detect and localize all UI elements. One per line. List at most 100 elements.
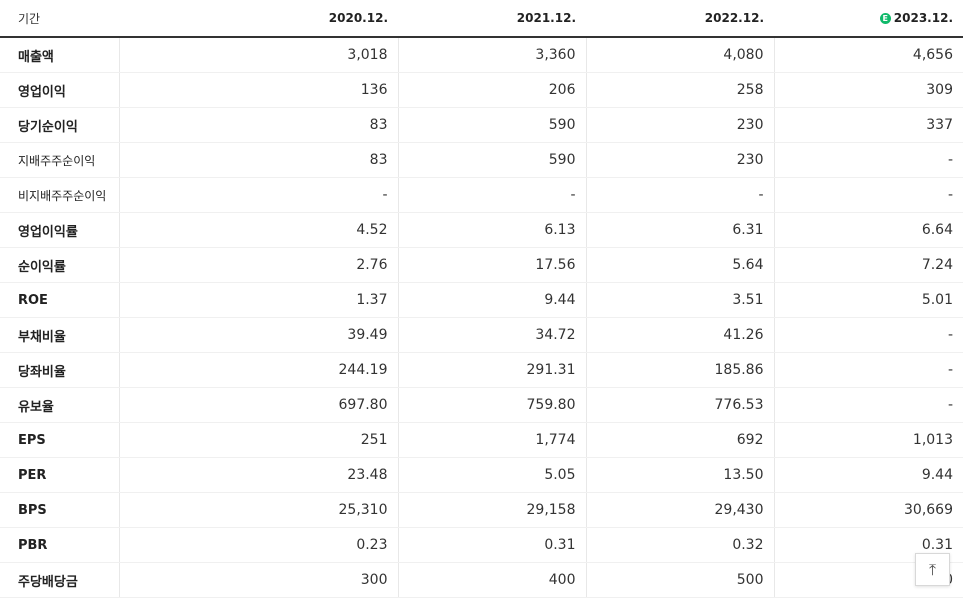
row-label: 부채비율 [0, 317, 119, 353]
row-label: EPS [0, 422, 119, 458]
row-label: 영업이익률 [0, 212, 119, 248]
table-cell: 692 [585, 422, 774, 458]
row-label: 비지배주주순이익 [0, 177, 119, 213]
table-cell: 697.80 [118, 387, 398, 423]
table-cell: 6.64 [773, 212, 963, 248]
table-cell: 0.23 [118, 527, 398, 563]
table-cell: 9.44 [397, 282, 586, 318]
table-cell: 291.31 [397, 352, 586, 388]
table-row-operating-profit: 영업이익 136 206 258 309 [0, 72, 963, 108]
table-row-eps: EPS 251 1,774 692 1,013 [0, 422, 963, 458]
table-cell: 83 [118, 107, 398, 143]
table-cell: 300 [118, 562, 398, 598]
table-cell: 3,018 [118, 37, 398, 73]
table-cell: 3,360 [397, 37, 586, 73]
table-cell: 17.56 [397, 247, 586, 283]
table-cell: 1,774 [397, 422, 586, 458]
table-cell: - [773, 352, 963, 388]
row-label: 당좌비율 [0, 352, 119, 388]
year-header-2022: 2022.12. [586, 0, 774, 38]
table-cell: 4,080 [585, 37, 774, 73]
table-cell: 185.86 [585, 352, 774, 388]
table-cell: 39.49 [118, 317, 398, 353]
table-cell: 251 [118, 422, 398, 458]
table-row-noncontrolling-net-income: 비지배주주순이익 - - - - [0, 177, 963, 213]
table-cell: 136 [118, 72, 398, 108]
table-row-roe: ROE 1.37 9.44 3.51 5.01 [0, 282, 963, 318]
table-cell: 400 [397, 562, 586, 598]
table-row-controlling-net-income: 지배주주순이익 83 590 230 - [0, 142, 963, 178]
table-cell: 0.32 [585, 527, 774, 563]
table-cell: 6.31 [585, 212, 774, 248]
table-cell: 23.48 [118, 457, 398, 493]
table-cell: - [773, 387, 963, 423]
table-cell: 759.80 [397, 387, 586, 423]
table-row-quick-ratio: 당좌비율 244.19 291.31 185.86 - [0, 352, 963, 388]
table-cell: - [773, 142, 963, 178]
table-cell: 83 [118, 142, 398, 178]
table-cell: 206 [397, 72, 586, 108]
year-header-2023-label: 2023.12. [893, 11, 953, 25]
table-cell: 1.37 [118, 282, 398, 318]
table-cell: 6.13 [397, 212, 586, 248]
table-cell: 0.31 [397, 527, 586, 563]
period-header: 기간 [0, 0, 119, 38]
row-label: 지배주주순이익 [0, 142, 119, 178]
table-cell: 4.52 [118, 212, 398, 248]
table-cell: 500 [585, 562, 774, 598]
table-row-dividend-per-share: 주당배당금 300 400 500 0 [0, 562, 963, 598]
table-row-bps: BPS 25,310 29,158 29,430 30,669 [0, 492, 963, 528]
table-row-net-margin: 순이익률 2.76 17.56 5.64 7.24 [0, 247, 963, 283]
table-cell: 13.50 [585, 457, 774, 493]
table-row-operating-margin: 영업이익률 4.52 6.13 6.31 6.64 [0, 212, 963, 248]
table-cell: 5.05 [397, 457, 586, 493]
arrow-up-to-top-icon: ⤒ [928, 559, 937, 579]
table-cell: 5.64 [585, 247, 774, 283]
row-label: 당기순이익 [0, 107, 119, 143]
row-label: 영업이익 [0, 72, 119, 108]
row-label: BPS [0, 492, 119, 528]
table-cell: 41.26 [585, 317, 774, 353]
table-cell: - [397, 177, 586, 213]
table-row-pbr: PBR 0.23 0.31 0.32 0.31 [0, 527, 963, 563]
table-cell: 29,430 [585, 492, 774, 528]
year-header-2023-estimate: E 2023.12. [774, 0, 963, 38]
table-cell: - [118, 177, 398, 213]
table-cell: 244.19 [118, 352, 398, 388]
table-cell: 9.44 [773, 457, 963, 493]
table-cell: 30,669 [773, 492, 963, 528]
table-row-reserve-ratio: 유보율 697.80 759.80 776.53 - [0, 387, 963, 423]
table-row-debt-ratio: 부채비율 39.49 34.72 41.26 - [0, 317, 963, 353]
table-cell: 590 [397, 107, 586, 143]
table-header: 기간 2020.12. 2021.12. 2022.12. E 2023.12. [0, 0, 963, 38]
table-cell: 2.76 [118, 247, 398, 283]
table-cell: 1,013 [773, 422, 963, 458]
row-label: ROE [0, 282, 119, 318]
table-cell: 337 [773, 107, 963, 143]
table-cell: 5.01 [773, 282, 963, 318]
table-cell: 230 [585, 107, 774, 143]
table-cell: 34.72 [397, 317, 586, 353]
table-cell: 258 [585, 72, 774, 108]
table-row-revenue: 매출액 3,018 3,360 4,080 4,656 [0, 37, 963, 73]
header-row: 기간 2020.12. 2021.12. 2022.12. E 2023.12. [0, 0, 963, 38]
row-label: 순이익률 [0, 247, 119, 283]
estimate-badge-icon: E [879, 13, 891, 24]
table-cell: 3.51 [585, 282, 774, 318]
table-cell: - [773, 317, 963, 353]
table-row-net-income: 당기순이익 83 590 230 337 [0, 107, 963, 143]
table-cell: 4,656 [773, 37, 963, 73]
table-row-per: PER 23.48 5.05 13.50 9.44 [0, 457, 963, 493]
scroll-to-top-button[interactable]: ⤒ [915, 553, 950, 586]
table-cell: 230 [585, 142, 774, 178]
row-label: PER [0, 457, 119, 493]
table-body: 매출액 3,018 3,360 4,080 4,656 영업이익 136 206… [0, 37, 963, 598]
table-cell: 309 [773, 72, 963, 108]
row-label: 매출액 [0, 37, 119, 73]
table-cell: 776.53 [585, 387, 774, 423]
row-label: PBR [0, 527, 119, 563]
table-cell: 29,158 [397, 492, 586, 528]
row-label: 주당배당금 [0, 562, 119, 598]
year-header-2020: 2020.12. [119, 0, 398, 38]
